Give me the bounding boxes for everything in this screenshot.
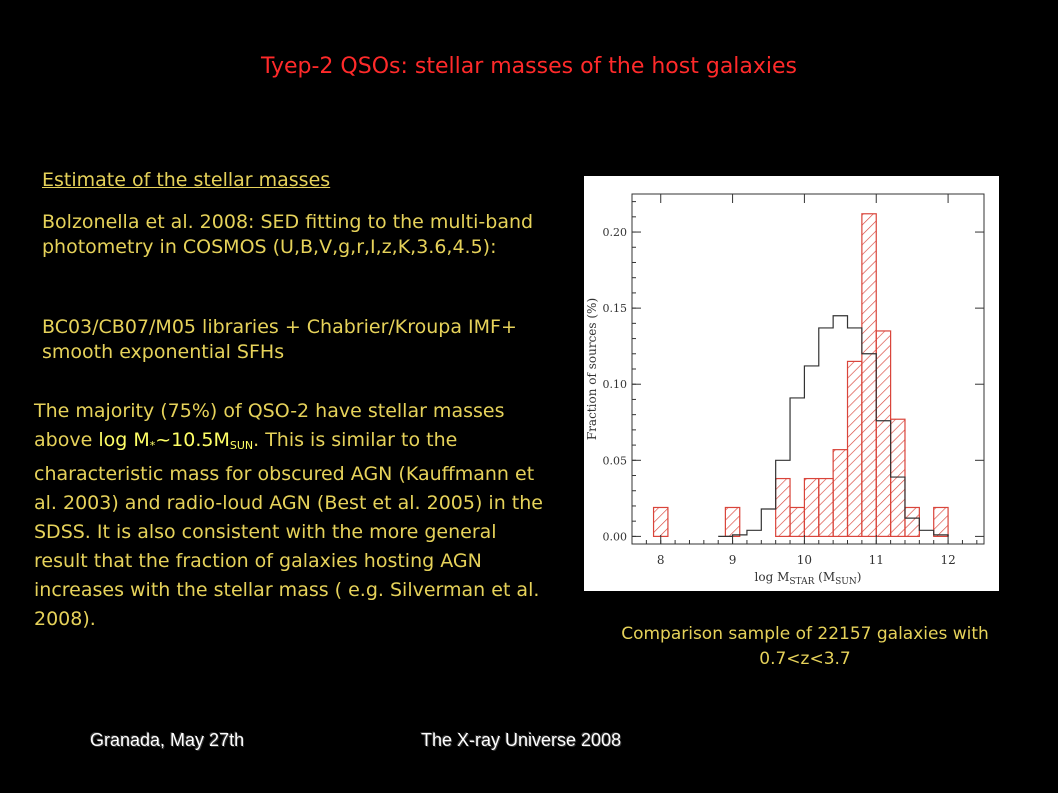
chart-caption: Comparison sample of 22157 galaxies with… [621,624,989,669]
hatched-bar-11 [904,506,920,537]
y-axis-label: Fraction of sources (%) [585,298,599,440]
hatched-bar-6 [832,449,849,537]
mass-threshold-highlight: log M*~10.5MSUN [98,429,254,452]
y-tick-label-4: 0.20 [603,226,628,239]
x-tick-label-11: 11 [869,553,884,567]
hatched-bar-8 [861,213,877,537]
slide-title: Tyep-2 QSOs: stellar masses of the host … [260,54,798,79]
mass-threshold-log: log M [98,429,150,451]
x-axis-label-part: log M [755,570,790,584]
majority-text-part2: . This is similar to the characteristic … [34,429,543,630]
libraries-paragraph: BC03/CB07/M05 libraries + Chabrier/Kroup… [42,316,517,363]
majority-paragraph: The majority (75%) of QSO-2 have stellar… [34,397,554,634]
x-tick-label-8: 8 [657,553,665,567]
x-tick-label-10: 10 [797,553,812,567]
hatched-bar-1 [724,506,741,537]
outline-histogram [718,315,949,537]
hatched-bar-7 [846,360,863,537]
hatched-bar-0 [652,506,669,537]
hatched-bar-5 [818,477,834,537]
x-axis-label-part: ) [857,570,862,584]
hatched-bar-10 [890,418,906,537]
x-axis-label-part: STAR [789,577,814,587]
hatched-bar-3 [789,506,806,537]
y-tick-label-1: 0.05 [603,454,628,467]
y-tick-label-2: 0.10 [603,378,628,391]
footer-conference: The X-ray Universe 2008 [421,730,622,750]
mass-threshold-star: * [149,439,156,452]
x-tick-label-9: 9 [729,553,737,567]
hatched-bar-9 [875,330,892,537]
x-axis-label-part: SUN [835,577,857,587]
y-tick-label-3: 0.15 [603,302,628,315]
histogram-panel: 8 9 10 11 12 0.00 0.05 0.10 0.15 0.20 Fraction of … [584,176,999,591]
footer-location: Granada, May 27th [90,730,245,750]
y-tick-label-0: 0.00 [603,530,628,543]
mass-threshold-value: ~10.5M [155,429,230,451]
section-heading: Estimate of the stellar masses [42,169,331,191]
x-axis-label: log MSTAR (MSUN) [755,570,862,587]
histogram-chart: 8 9 10 11 12 0.00 0.05 0.10 0.15 0.20 Fraction of … [585,193,985,587]
mass-threshold-sun: SUN [229,439,254,452]
x-tick-label-12: 12 [940,553,955,567]
intro-paragraph: Bolzonella et al. 2008: SED fitting to t… [42,211,534,258]
hatched-bar-12 [933,506,949,537]
majority-text-part1: The majority (75%) of QSO-2 have stellar… [34,400,505,451]
x-axis-label-part: (M [814,570,835,584]
hatched-bar-2 [775,477,791,537]
hatched-bar-4 [803,477,820,537]
